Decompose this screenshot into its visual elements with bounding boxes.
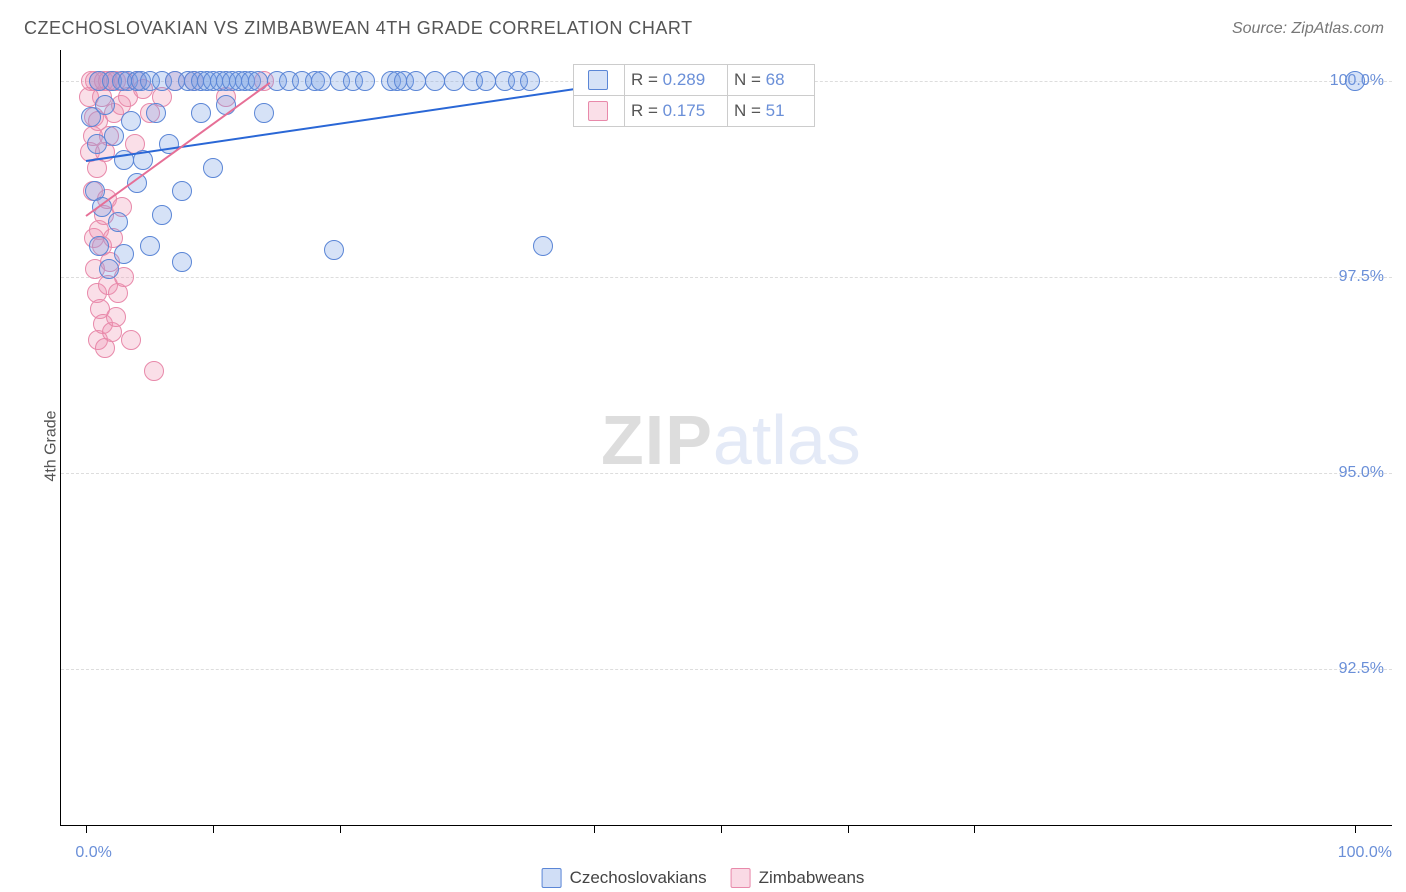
stats-row: R = 0.175N = 51	[573, 95, 815, 126]
y-tick-label: 97.5%	[1339, 268, 1384, 286]
scatter-point	[311, 71, 331, 91]
scatter-plot-area: ZIPatlas 92.5%95.0%97.5%100.0%R = 0.289N…	[60, 50, 1392, 826]
x-tick	[848, 825, 849, 833]
series-swatch	[588, 70, 608, 90]
scatter-point	[99, 259, 119, 279]
scatter-point	[106, 307, 126, 327]
n-value-cell: N = 68	[728, 65, 814, 95]
x-tick	[86, 825, 87, 833]
chart-legend: Czechoslovakians Zimbabweans	[542, 868, 865, 888]
scatter-point	[121, 111, 141, 131]
x-tick	[974, 825, 975, 833]
gridline	[61, 277, 1392, 278]
gridline	[61, 669, 1392, 670]
scatter-point	[425, 71, 445, 91]
source-attribution: Source: ZipAtlas.com	[1232, 20, 1384, 38]
scatter-point	[476, 71, 496, 91]
swatch-cell	[574, 65, 625, 95]
legend-item: Czechoslovakians	[542, 868, 707, 888]
legend-swatch	[542, 868, 562, 888]
r-value-cell: R = 0.175	[625, 96, 728, 126]
scatter-point	[520, 71, 540, 91]
legend-swatch	[731, 868, 751, 888]
scatter-point	[254, 103, 274, 123]
watermark-text: ZIPatlas	[601, 400, 861, 480]
scatter-point	[191, 103, 211, 123]
x-tick-label-end: 100.0%	[1338, 844, 1392, 862]
scatter-point	[89, 236, 109, 256]
scatter-point	[152, 205, 172, 225]
scatter-point	[203, 158, 223, 178]
scatter-point	[533, 236, 553, 256]
scatter-point	[444, 71, 464, 91]
scatter-point	[1345, 71, 1365, 91]
scatter-point	[248, 71, 268, 91]
scatter-point	[104, 126, 124, 146]
scatter-point	[95, 95, 115, 115]
scatter-point	[144, 361, 164, 381]
legend-label: Czechoslovakians	[570, 868, 707, 888]
scatter-point	[108, 212, 128, 232]
y-axis-label: 4th Grade	[43, 410, 61, 481]
r-value-cell: R = 0.289	[625, 65, 728, 95]
scatter-point	[140, 236, 160, 256]
scatter-point	[146, 103, 166, 123]
chart-title: CZECHOSLOVAKIAN VS ZIMBABWEAN 4TH GRADE …	[24, 18, 693, 39]
scatter-point	[406, 71, 426, 91]
scatter-point	[114, 244, 134, 264]
y-tick-label: 92.5%	[1339, 660, 1384, 678]
legend-label: Zimbabweans	[759, 868, 865, 888]
legend-item: Zimbabweans	[731, 868, 865, 888]
x-tick	[721, 825, 722, 833]
x-tick	[1355, 825, 1356, 833]
scatter-point	[355, 71, 375, 91]
x-tick	[213, 825, 214, 833]
watermark-zip: ZIP	[601, 401, 713, 479]
scatter-point	[172, 181, 192, 201]
watermark-atlas: atlas	[713, 401, 861, 479]
series-swatch	[588, 101, 608, 121]
swatch-cell	[574, 96, 625, 126]
y-tick-label: 95.0%	[1339, 464, 1384, 482]
x-tick	[340, 825, 341, 833]
x-tick-label-start: 0.0%	[75, 844, 111, 862]
gridline	[61, 473, 1392, 474]
scatter-point	[324, 240, 344, 260]
x-tick	[594, 825, 595, 833]
scatter-point	[121, 330, 141, 350]
stats-row: R = 0.289N = 68	[573, 65, 815, 95]
scatter-point	[172, 252, 192, 272]
n-value-cell: N = 51	[728, 96, 814, 126]
correlation-stats-box: R = 0.289N = 68R = 0.175N = 51	[573, 64, 815, 127]
